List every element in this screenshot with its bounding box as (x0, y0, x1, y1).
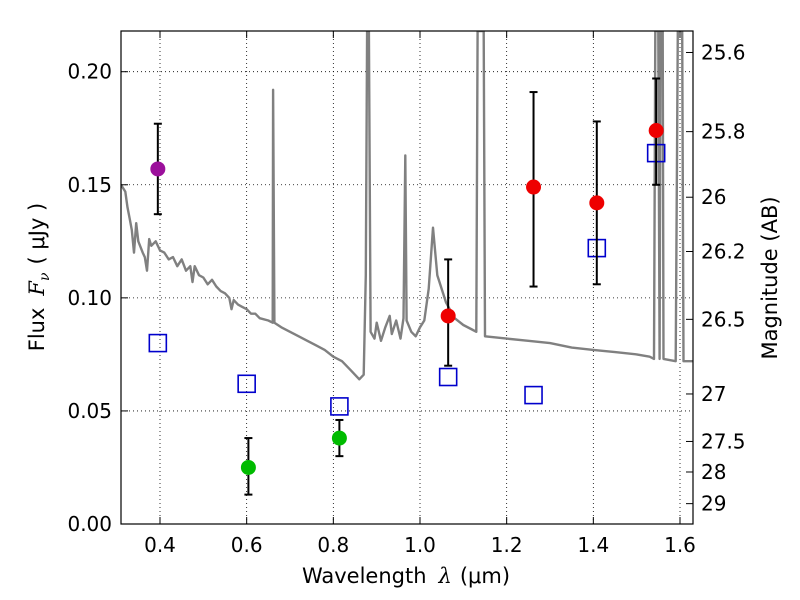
tick-marks (121, 31, 693, 525)
y2-tick-label: 27.5 (701, 429, 746, 453)
y-tick-label: 0.00 (67, 512, 112, 536)
x-axis-label: Wavelength λ (μm) (302, 564, 510, 588)
x-tick-label: 0.8 (317, 533, 349, 557)
y2-tick-label: 28 (701, 460, 726, 484)
x-tick-label: 0.4 (144, 533, 176, 557)
x-tick-label: 1.4 (577, 533, 609, 557)
y-tick-label: 0.10 (67, 286, 112, 310)
y2-tick-label: 26 (701, 185, 726, 209)
y2-tick-label: 26.5 (701, 307, 746, 331)
observed-point (440, 308, 456, 324)
spectrum-line (121, 31, 693, 381)
y-tick-label: 0.15 (67, 173, 112, 197)
observed-point (150, 161, 166, 177)
observed-point (589, 195, 605, 211)
x-tick-label: 1.6 (664, 533, 696, 557)
y2-tick-label: 25.8 (701, 120, 746, 144)
y-tick-label: 0.05 (67, 399, 112, 423)
model-square-point (237, 374, 256, 394)
model-square-point (330, 397, 349, 416)
plot-area (121, 31, 693, 496)
y-tick-label: 0.20 (67, 60, 112, 84)
plot-frame (120, 30, 694, 525)
x-tick-label: 0.6 (231, 533, 263, 557)
x-tick-label: 1.0 (404, 533, 436, 557)
observed-point (240, 459, 256, 475)
observed-point (331, 430, 347, 446)
tick-labels: 0.4 0.6 0.8 1.0 1.2 1.4 1.6 0.00 0.05 0.10 0.15 0.2… (67, 40, 745, 557)
y2-tick-label: 29 (701, 492, 726, 516)
model-square-point (524, 385, 543, 405)
y2-tick-label: 27 (701, 382, 726, 406)
y2-axis-label: Magnitude (AB) (758, 196, 782, 359)
y2-tick-label: 26.2 (701, 239, 746, 263)
observed-point (526, 179, 542, 195)
observed-point (648, 123, 664, 139)
y2-tick-label: 25.6 (701, 40, 746, 64)
model-square-point (148, 333, 168, 353)
model-square-point (438, 367, 458, 387)
y-axis-label: FluxFν( μJy ) (25, 203, 53, 351)
x-tick-label: 1.2 (491, 533, 523, 557)
